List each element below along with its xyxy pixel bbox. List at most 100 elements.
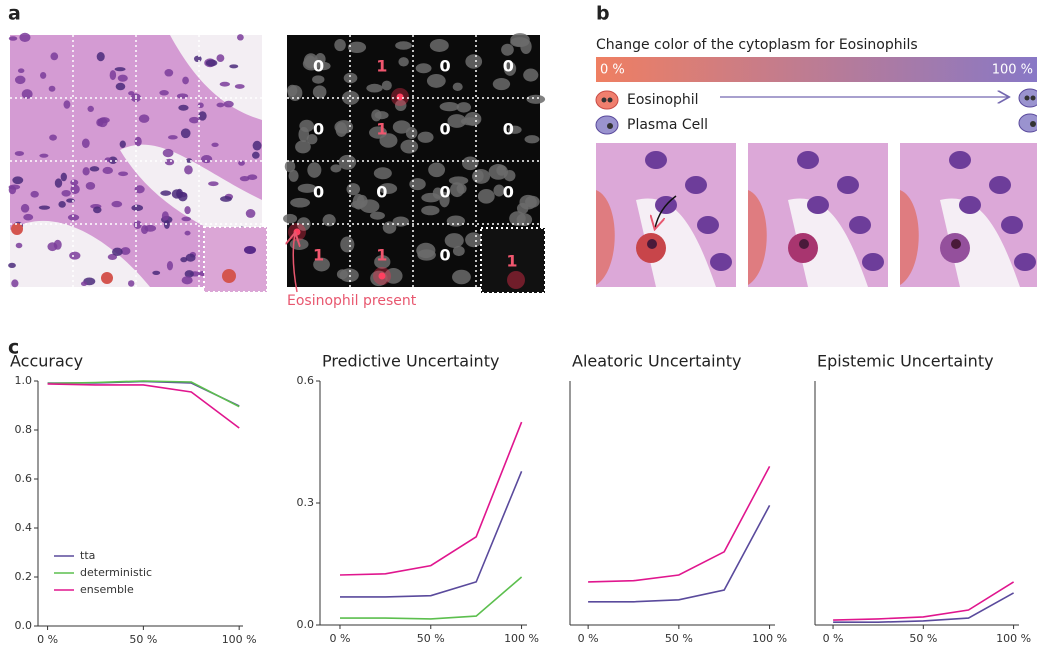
nucleus-mask	[465, 232, 482, 247]
nucleus	[807, 196, 829, 214]
nucleus-mask	[393, 120, 411, 133]
nucleus	[23, 214, 33, 221]
nucleus-mask	[453, 83, 463, 91]
nucleus	[102, 167, 113, 174]
eosinophil-icon	[596, 91, 618, 109]
nucleus	[216, 54, 224, 62]
cell-count: 0	[503, 120, 514, 139]
nucleus	[139, 114, 150, 123]
nucleus	[246, 209, 256, 218]
x-tick-label: 0 %	[37, 633, 58, 646]
nucleus	[49, 86, 56, 92]
nucleus	[206, 59, 218, 66]
nucleus-mask	[313, 85, 327, 98]
x-tick-label: 50 %	[417, 632, 445, 645]
nucleus	[90, 166, 100, 171]
nucleus-mask	[382, 81, 392, 91]
nucleus	[96, 119, 103, 127]
nucleus	[862, 253, 884, 271]
nucleus	[9, 36, 17, 41]
nucleus	[178, 105, 188, 111]
eosinophil	[101, 272, 113, 284]
nucleus	[253, 141, 262, 151]
y-tick-label: 0.8	[15, 423, 33, 436]
nucleus	[120, 141, 126, 148]
nucleus	[989, 176, 1011, 194]
series-line	[588, 505, 770, 601]
nucleus-mask	[428, 162, 445, 177]
nucleus	[951, 239, 961, 249]
nucleus	[799, 239, 809, 249]
nucleus	[12, 176, 23, 184]
y-tick-label: 0.0	[297, 618, 315, 631]
nucleus	[131, 205, 143, 211]
legend-label: ensemble	[80, 583, 134, 596]
inset	[204, 227, 267, 292]
nucleus-mask	[288, 85, 303, 101]
nucleus-mask	[525, 135, 540, 143]
cell-count: 0	[376, 183, 387, 202]
nucleus-mask	[418, 132, 434, 143]
plasma-cell-icon	[1019, 114, 1037, 132]
nucleus-mask	[342, 91, 359, 105]
nucleus	[61, 173, 67, 182]
glow	[507, 271, 525, 289]
nucleus-mask	[337, 269, 348, 279]
chart-title: Epistemic Uncertainty	[817, 352, 994, 371]
nucleus-mask	[501, 44, 514, 56]
nucleus	[208, 181, 219, 186]
nucleus	[18, 68, 24, 73]
cell-count: 1	[376, 120, 387, 139]
nucleus	[115, 67, 126, 71]
nucleus-mask	[416, 63, 432, 73]
cell-count: 1	[376, 57, 387, 76]
y-tick-label: 0.0	[15, 619, 33, 632]
nucleus	[189, 117, 199, 124]
nucleus	[112, 248, 123, 256]
y-tick-label: 0.2	[15, 570, 33, 583]
series-line	[833, 582, 1014, 620]
nucleus-mask	[370, 212, 385, 220]
nucleus-mask	[295, 140, 311, 153]
series-line	[833, 593, 1014, 622]
y-tick-label: 1.0	[15, 374, 33, 387]
nucleus	[162, 211, 169, 220]
nucleus	[224, 101, 234, 108]
nucleus	[697, 216, 719, 234]
x-tick-label: 50 %	[665, 632, 693, 645]
nucleus	[118, 171, 128, 176]
nucleus-mask	[465, 54, 482, 68]
nucleus	[163, 149, 174, 157]
nucleus-mask	[478, 189, 495, 204]
nucleus	[55, 178, 62, 187]
nucleus	[216, 103, 224, 108]
nucleus	[15, 151, 24, 156]
cell-count: 0	[440, 57, 451, 76]
scale-label: 100 %	[992, 63, 1033, 78]
nucleus	[118, 75, 128, 82]
nucleus-mask	[283, 214, 297, 223]
nucleus	[220, 196, 232, 202]
nucleus	[1001, 216, 1023, 234]
nucleus	[39, 154, 48, 158]
nucleus-mask	[340, 237, 354, 253]
nucleus-mask	[416, 243, 435, 258]
nucleus-mask	[400, 140, 418, 154]
nucleus	[11, 279, 18, 287]
nucleus-mask	[366, 84, 382, 93]
nucleus	[82, 138, 90, 148]
nucleus	[64, 100, 71, 109]
nucleus-mask	[525, 196, 540, 208]
nucleus	[86, 182, 95, 190]
eosinophil-mask	[379, 273, 386, 280]
nucleus	[141, 225, 148, 234]
cell-count: 1	[506, 252, 517, 271]
nucleus-mask	[347, 183, 361, 195]
nucleus-mask	[427, 74, 446, 88]
nucleus-mask	[450, 182, 464, 197]
nucleus	[244, 246, 256, 254]
series-line	[48, 384, 240, 428]
x-tick-label: 50 %	[129, 633, 157, 646]
cell-count: 0	[313, 120, 324, 139]
nucleus	[240, 176, 250, 181]
